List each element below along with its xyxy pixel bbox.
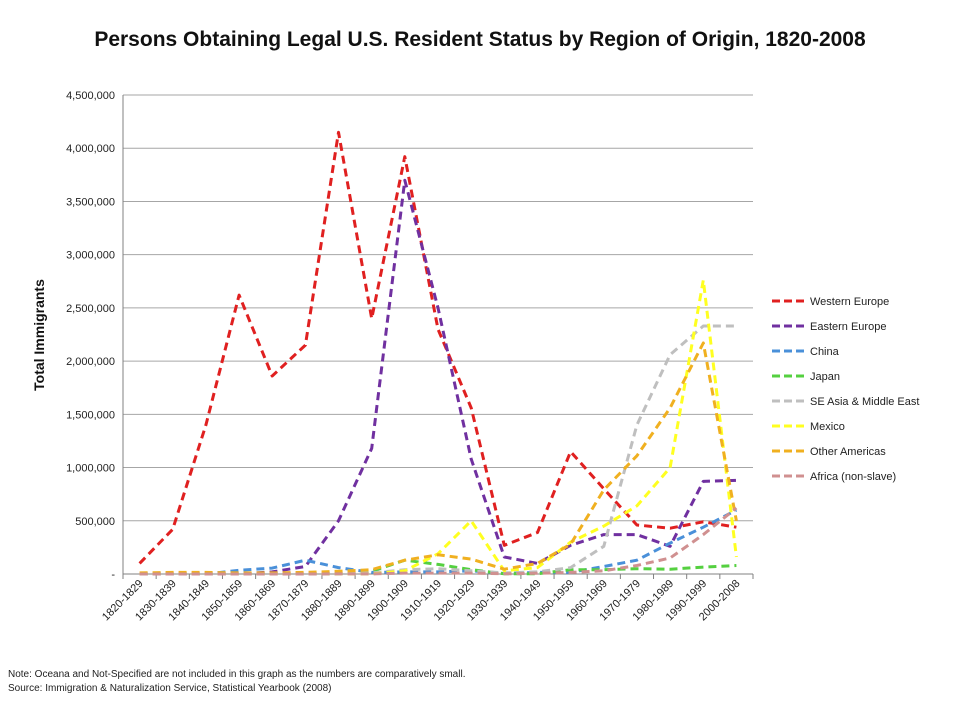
series-line-japan <box>139 558 737 576</box>
legend-label: Africa (non-slave) <box>810 471 896 483</box>
y-tick-label: 3,000,000 <box>66 250 115 262</box>
series-lines <box>138 130 738 576</box>
series-line-other-americas <box>139 341 738 575</box>
series-line-western-europe <box>138 130 737 565</box>
legend-label: China <box>810 346 840 358</box>
series-line-africa-non-slave <box>139 506 738 576</box>
y-tick-label: 3,500,000 <box>66 196 115 208</box>
footnote-note: Note: Oceana and Not-Specified are not i… <box>8 669 466 680</box>
legend-label: Mexico <box>810 421 845 433</box>
legend-label: SE Asia & Middle East <box>810 396 919 408</box>
legend-label: Eastern Europe <box>810 321 886 333</box>
series-line-china <box>139 508 738 576</box>
y-tick-label: 2,500,000 <box>66 303 115 315</box>
legend-label: Other Americas <box>810 446 886 458</box>
legend: Western Europe Eastern Europe China Japan SE… <box>772 296 919 483</box>
legend-label: Japan <box>810 371 840 383</box>
y-tick-label: 2,000,000 <box>66 356 115 368</box>
y-tick-label: 1,500,000 <box>66 409 115 421</box>
footnote-source: Source: Immigration & Naturalization Ser… <box>8 683 332 694</box>
axes: - 500,000 1,000,000 1,500,000 2,000,000 2,500… <box>66 90 754 623</box>
y-axis-title: Total Immigrants <box>31 279 47 391</box>
y-tick-label: - <box>111 569 115 581</box>
y-tick-label: 1,000,000 <box>66 463 115 475</box>
chart-title: Persons Obtaining Legal U.S. Resident St… <box>94 28 866 51</box>
y-tick-label: 4,500,000 <box>66 90 115 102</box>
y-tick-label: 4,000,000 <box>66 143 115 155</box>
legend-label: Western Europe <box>810 296 889 308</box>
footnotes: Note: Oceana and Not-Specified are not i… <box>8 668 465 696</box>
series-line-eastern-europe <box>139 178 737 576</box>
y-tick-label: 500,000 <box>75 516 115 528</box>
